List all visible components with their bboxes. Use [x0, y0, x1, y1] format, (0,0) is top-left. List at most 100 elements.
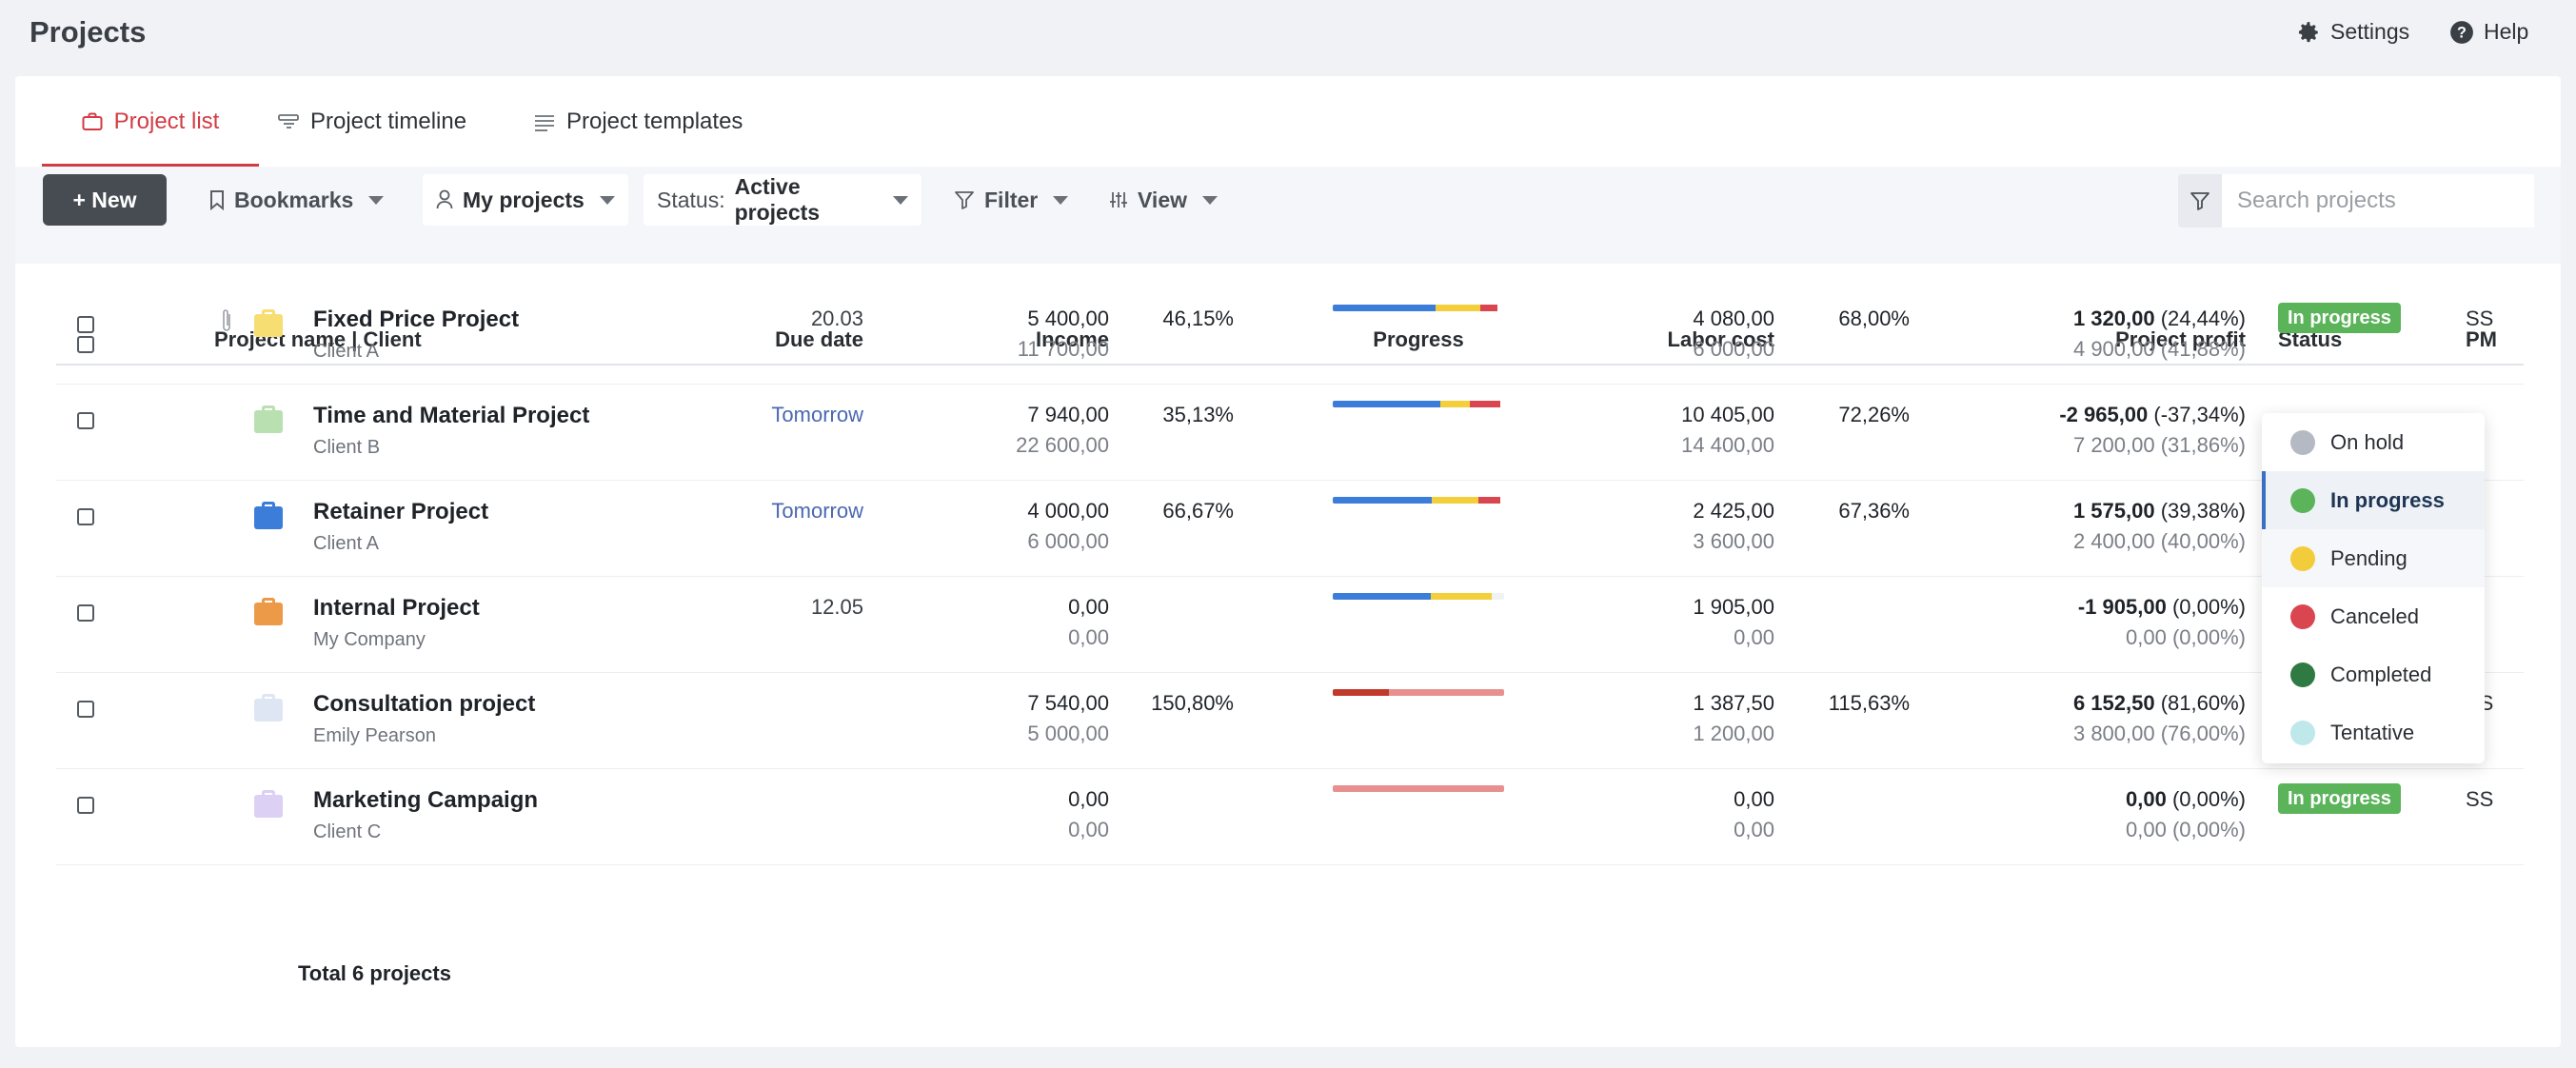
col-due[interactable]: Due date: [775, 327, 863, 351]
labor-actual: 1 905,00: [1693, 595, 1774, 619]
col-labor[interactable]: Labor cost: [1667, 327, 1774, 351]
tab-project-templates[interactable]: Project templates: [534, 76, 743, 167]
labor-planned: 1 200,00: [1693, 722, 1774, 745]
status-option-completed[interactable]: Completed: [2262, 645, 2485, 703]
progress-segment: [1333, 593, 1431, 600]
progress-segment: [1389, 689, 1504, 696]
row-checkbox[interactable]: [77, 508, 94, 525]
top-bar: Projects Settings ? Help: [0, 0, 2576, 76]
income-percent: 46,15%: [1162, 307, 1234, 330]
status-option-canceled[interactable]: Canceled: [2262, 587, 2485, 645]
help-button[interactable]: ? Help: [2449, 19, 2528, 45]
row-checkbox[interactable]: [77, 701, 94, 718]
my-projects-dropdown[interactable]: My projects: [423, 174, 628, 226]
project-folder-icon: [254, 309, 283, 337]
search-input[interactable]: [2222, 174, 2534, 227]
view-dropdown[interactable]: View: [1096, 174, 1231, 226]
status-option-pending[interactable]: Pending: [2262, 529, 2485, 587]
project-name[interactable]: Internal Project: [313, 595, 480, 621]
labor-planned: 3 600,00: [1693, 529, 1774, 553]
project-name[interactable]: Consultation project: [313, 691, 536, 717]
new-button[interactable]: + New: [43, 174, 167, 226]
status-dot: [2290, 429, 2315, 455]
income-actual: 7 540,00: [1027, 691, 1109, 715]
project-name[interactable]: Fixed Price Project: [313, 307, 520, 332]
status-option-tentative[interactable]: Tentative: [2262, 703, 2485, 761]
col-profit[interactable]: Project profit: [2115, 327, 2246, 351]
progress-bar: [1333, 593, 1504, 600]
table-row[interactable]: Retainer Project Client A Tomorrow 4 000,00…: [56, 480, 2524, 577]
project-name[interactable]: Time and Material Project: [313, 403, 590, 428]
view-label: View: [1138, 187, 1187, 212]
col-pm[interactable]: PM: [2466, 327, 2497, 351]
progress-segment: [1436, 305, 1480, 311]
row-checkbox[interactable]: [77, 316, 94, 333]
row-checkbox[interactable]: [77, 797, 94, 814]
due-date: Tomorrow: [771, 499, 863, 523]
income-percent: 150,80%: [1151, 691, 1234, 715]
bookmarks-dropdown[interactable]: Bookmarks: [196, 174, 397, 226]
progress-segment: [1333, 305, 1436, 311]
profit-planned: 7 200,00 (31,86%): [2072, 433, 2246, 457]
status-badge[interactable]: In progress: [2278, 303, 2401, 333]
labor-percent: 115,63%: [1828, 691, 1910, 715]
row-checkbox[interactable]: [77, 412, 94, 429]
table-row[interactable]: Fixed Price Project Client A 20.03 5 400,00…: [56, 287, 2524, 385]
income-actual: 7 940,00: [1027, 403, 1109, 426]
status-badge[interactable]: In progress: [2278, 783, 2401, 814]
filter-dropdown[interactable]: Filter: [941, 174, 1081, 226]
col-name[interactable]: Project name | Client: [214, 327, 422, 351]
client-name: Client A: [313, 533, 379, 554]
table-row[interactable]: Internal Project My Company 12.05 0,00 0,00 1…: [56, 576, 2524, 673]
labor-percent: 72,26%: [1838, 403, 1910, 426]
settings-button[interactable]: Settings: [2296, 19, 2409, 45]
filter-search-icon[interactable]: [2178, 174, 2222, 227]
client-name: Emily Pearson: [313, 725, 436, 746]
briefcase-icon: [82, 112, 103, 130]
income-planned: 11 700,00: [1017, 337, 1109, 361]
table-row[interactable]: Consultation project Emily Pearson 7 540,0…: [56, 672, 2524, 769]
status-dropdown[interactable]: Status: Active projects: [644, 174, 921, 226]
paperclip-icon: [223, 309, 230, 331]
status-dot: [2290, 662, 2315, 687]
chevron-down-icon: [1202, 195, 1218, 205]
status-option-on-hold[interactable]: On hold: [2262, 413, 2485, 471]
chevron-down-icon: [1053, 195, 1069, 205]
income-actual: 5 400,00: [1027, 307, 1109, 330]
labor-planned: 0,00: [1734, 818, 1774, 841]
col-income[interactable]: Income: [1035, 327, 1109, 351]
chevron-down-icon: [893, 195, 908, 205]
project-name[interactable]: Retainer Project: [313, 499, 489, 524]
pm-initials: SS: [2466, 307, 2494, 330]
client-name: Client C: [313, 821, 382, 842]
table-row[interactable]: Time and Material Project Client B Tomorro…: [56, 384, 2524, 481]
labor-planned: 0,00: [1734, 625, 1774, 649]
tab-project-timeline[interactable]: Project timeline: [278, 76, 466, 167]
due-date: 20.03: [810, 307, 863, 330]
progress-segment: [1477, 497, 1501, 504]
status-dot: [2290, 603, 2315, 629]
labor-percent: 68,00%: [1838, 307, 1910, 330]
gear-icon: [2298, 21, 2318, 42]
profit-actual: 6 152,50 (81,60%): [2072, 691, 2246, 715]
status-option-in-progress[interactable]: In progress: [2262, 471, 2485, 529]
select-all-checkbox[interactable]: [77, 336, 94, 353]
col-progress[interactable]: Progress: [1373, 327, 1464, 351]
table-header: Project name | Client Due date Income Pr…: [56, 314, 2524, 366]
progress-segment: [1432, 497, 1478, 504]
timeline-icon: [278, 113, 299, 129]
tab-project-list[interactable]: Project list: [42, 76, 259, 167]
labor-actual: 10 405,00: [1681, 403, 1774, 426]
row-checkbox[interactable]: [77, 604, 94, 622]
status-prefix: Status:: [657, 187, 725, 212]
progress-segment: [1333, 785, 1504, 792]
progress-segment: [1440, 401, 1470, 407]
progress-bar: [1333, 401, 1504, 407]
income-percent: 66,67%: [1162, 499, 1234, 523]
client-name: Client A: [313, 341, 379, 362]
table-row[interactable]: Marketing Campaign Client C 0,00 0,00 0,00 0,…: [56, 768, 2524, 865]
profit-actual: -1 905,00 (0,00%): [2077, 595, 2246, 619]
progress-segment: [1492, 593, 1504, 600]
project-name[interactable]: Marketing Campaign: [313, 787, 539, 813]
main-panel: Project list Project timeline Project te…: [15, 76, 2561, 1047]
